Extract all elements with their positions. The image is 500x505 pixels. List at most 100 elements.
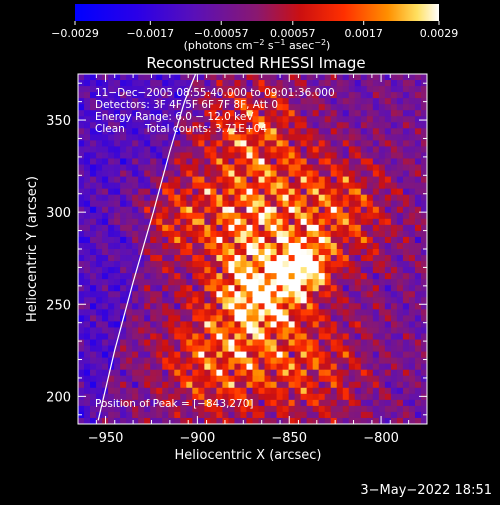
heatmap-cell [318,170,326,178]
heatmap-cell [186,176,193,184]
heatmap-cell [84,309,91,316]
heatmap-cell [288,417,296,424]
heatmap-cell [126,188,133,196]
heatmap-cell [372,351,380,359]
heatmap-cell [222,393,230,401]
heatmap-cell [342,375,350,383]
heatmap-cell [216,128,224,135]
heatmap-cell [198,116,205,123]
heatmap-cell [288,393,296,401]
heatmap-cell [264,321,272,329]
heatmap-cell [216,212,224,220]
heatmap-cell [354,327,362,335]
heatmap-cell [276,285,284,292]
heatmap-cell [246,273,254,280]
heatmap-cell [330,303,338,310]
heatmap-cell [78,158,85,166]
heatmap-cell [276,315,284,323]
heatmap-cell [78,321,85,329]
heatmap-cell [90,212,97,220]
heatmap-cell [342,411,350,419]
heatmap-cell [330,242,338,250]
heatmap-cell [126,110,133,117]
heatmap-cell [78,74,85,81]
heatmap-cell [174,104,181,111]
heatmap-cell [144,357,151,365]
heatmap-cell [162,170,169,178]
heatmap-cell [414,261,422,268]
heatmap-cell [408,375,416,383]
heatmap-cell [378,158,386,166]
heatmap-cell [348,399,356,407]
heatmap-cell [168,98,175,105]
heatmap-cell [312,200,320,208]
heatmap-cell [336,98,344,105]
heatmap-cell [204,158,211,166]
heatmap-cell [258,249,266,256]
heatmap-cell [312,333,320,341]
heatmap-cell [402,267,410,274]
heatmap-cell [276,255,284,262]
heatmap-cell [378,333,386,341]
heatmap-cell [360,170,368,178]
heatmap-cell [390,369,398,377]
heatmap-cell [216,273,224,280]
heatmap-cell [414,140,422,148]
heatmap-cell [366,339,374,347]
heatmap-cell [402,417,410,424]
heatmap-cell [102,315,109,323]
heatmap-cell [180,345,187,353]
heatmap-cell [102,327,109,335]
heatmap-cell [96,188,103,196]
heatmap-cell [132,417,139,424]
heatmap-cell [150,255,157,262]
heatmap-cell [96,236,103,244]
heatmap-cell [330,321,338,329]
heatmap-cell [204,303,211,310]
heatmap-cell [120,381,127,389]
heatmap-cell [132,381,139,389]
heatmap-cell [144,176,151,184]
y-tick-label: 200 [46,390,71,405]
heatmap-cell [258,116,266,123]
heatmap-cell [234,297,242,304]
heatmap-cell [84,333,91,341]
heatmap-cell [270,212,278,220]
heatmap-cell [318,249,326,256]
heatmap-cell [246,399,254,407]
heatmap-cell [264,387,272,395]
heatmap-cell [120,375,127,383]
heatmap-cell [276,333,284,341]
heatmap-cell [294,315,302,323]
heatmap-cell [198,369,205,377]
heatmap-cell [78,333,85,341]
heatmap-cell [372,327,380,335]
heatmap-cell [240,242,248,250]
heatmap-cell [102,261,109,268]
heatmap-cell [180,279,187,286]
heatmap-cell [96,393,103,401]
heatmap-cell [348,122,356,129]
heatmap-cell [342,158,350,166]
heatmap-cell [384,255,392,262]
heatmap-cell [372,188,380,196]
heatmap-cell [402,182,410,190]
heatmap-cell [186,128,193,135]
heatmap-cell [342,393,350,401]
heatmap-cell [366,297,374,304]
heatmap-cell [252,363,260,371]
heatmap-cell [288,104,296,111]
heatmap-cell [270,176,278,184]
heatmap-cell [258,86,266,93]
heatmap-cell [186,116,193,123]
heatmap-cell [318,279,326,286]
heatmap-cell [234,381,242,389]
heatmap-cell [108,104,115,111]
heatmap-cell [84,170,91,178]
heatmap-cell [342,104,350,111]
heatmap-cell [150,399,157,407]
heatmap-cell [396,321,404,329]
heatmap-cell [120,333,127,341]
heatmap-cell [210,152,217,160]
heatmap-cell [408,146,416,154]
